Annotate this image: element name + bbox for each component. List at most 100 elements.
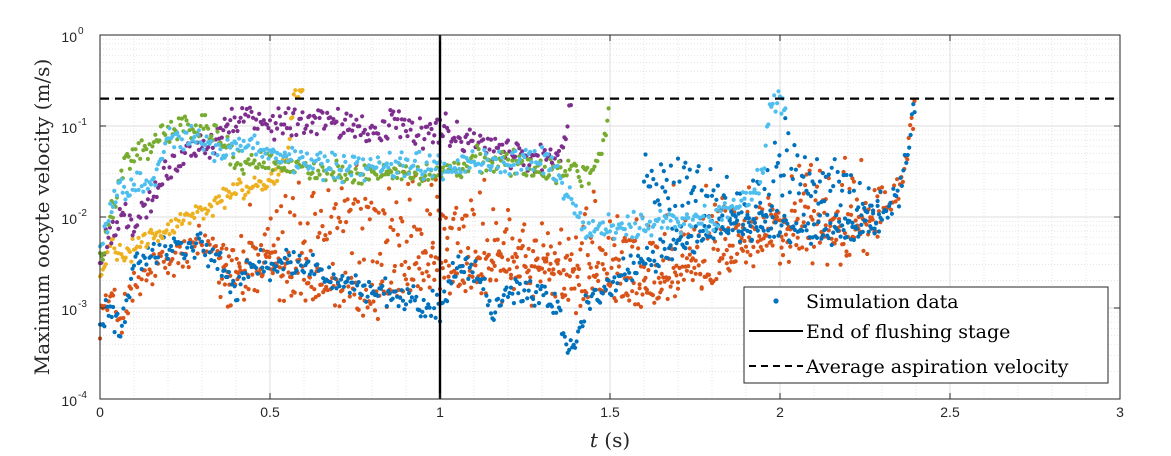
data-point — [169, 175, 174, 180]
data-point — [476, 255, 481, 260]
data-point — [319, 161, 324, 166]
data-point — [736, 211, 741, 216]
data-point — [525, 296, 530, 301]
data-point — [288, 126, 293, 131]
data-point — [135, 285, 140, 290]
data-point — [423, 169, 428, 174]
data-point — [668, 284, 673, 289]
data-point — [476, 147, 481, 152]
data-point — [495, 237, 500, 242]
data-point — [403, 259, 408, 264]
data-point — [263, 165, 268, 171]
data-point — [288, 260, 293, 265]
data-point — [501, 241, 506, 246]
data-point — [341, 153, 346, 159]
data-point — [156, 238, 161, 244]
data-point — [286, 106, 291, 111]
data-point — [492, 263, 497, 268]
data-point — [528, 279, 533, 284]
data-point — [811, 182, 817, 187]
data-point — [654, 182, 659, 187]
data-point — [826, 236, 831, 241]
data-point — [125, 311, 131, 316]
data-point — [522, 222, 527, 227]
data-point — [240, 188, 245, 193]
data-point — [382, 211, 387, 216]
data-point — [375, 260, 380, 265]
data-point — [863, 218, 868, 223]
data-point — [433, 167, 438, 172]
data-point — [601, 138, 606, 143]
data-point — [417, 116, 422, 121]
data-point — [192, 215, 197, 220]
data-point — [730, 243, 735, 248]
data-point — [416, 133, 421, 138]
data-point — [298, 291, 303, 296]
data-point — [738, 239, 743, 244]
data-point — [661, 258, 666, 263]
data-point — [448, 164, 453, 169]
data-point — [103, 293, 108, 298]
data-point — [173, 217, 178, 222]
data-point — [395, 232, 400, 237]
data-point — [160, 236, 165, 241]
data-point — [730, 204, 735, 209]
data-point — [153, 273, 158, 278]
data-point — [430, 245, 435, 250]
data-point — [709, 219, 715, 224]
data-point — [674, 263, 679, 268]
data-point — [316, 293, 321, 298]
data-point — [340, 273, 345, 278]
data-point — [693, 224, 698, 229]
data-point — [775, 101, 780, 106]
data-point — [853, 224, 858, 229]
data-point — [777, 153, 782, 158]
data-point — [765, 168, 770, 173]
data-point — [400, 163, 406, 168]
data-point — [298, 116, 303, 121]
data-point — [206, 208, 211, 213]
data-point — [207, 155, 212, 160]
data-point — [560, 295, 565, 300]
data-point — [112, 330, 117, 335]
data-point — [459, 139, 464, 144]
data-point — [278, 152, 283, 157]
data-point — [714, 197, 719, 202]
data-point — [167, 139, 172, 144]
data-point — [822, 210, 827, 215]
data-point — [204, 242, 209, 247]
data-point — [291, 111, 296, 116]
data-point — [485, 157, 490, 162]
data-point — [182, 150, 188, 156]
data-point — [443, 215, 448, 220]
data-point — [889, 211, 895, 216]
data-point — [902, 152, 907, 158]
data-point — [247, 105, 252, 110]
y-tick-label-exponent: -4 — [78, 390, 87, 401]
data-point — [702, 203, 707, 208]
data-point — [324, 237, 329, 242]
data-point — [269, 129, 274, 134]
data-point — [593, 198, 598, 204]
data-point — [622, 272, 627, 277]
data-point — [704, 183, 709, 188]
data-point — [581, 297, 586, 302]
data-point — [376, 131, 381, 136]
data-point — [864, 222, 869, 227]
data-point — [252, 158, 257, 163]
data-point — [514, 171, 520, 176]
data-point — [717, 204, 722, 209]
data-point — [358, 206, 363, 211]
series-5 — [97, 103, 574, 266]
data-point — [375, 176, 380, 181]
data-point — [305, 221, 310, 226]
data-point — [684, 268, 690, 273]
data-point — [315, 235, 321, 240]
data-point — [142, 231, 147, 237]
data-point — [659, 225, 664, 230]
data-point — [421, 177, 426, 182]
data-point — [674, 216, 679, 221]
data-point — [265, 226, 270, 231]
data-point — [471, 131, 477, 136]
data-point — [148, 254, 154, 259]
